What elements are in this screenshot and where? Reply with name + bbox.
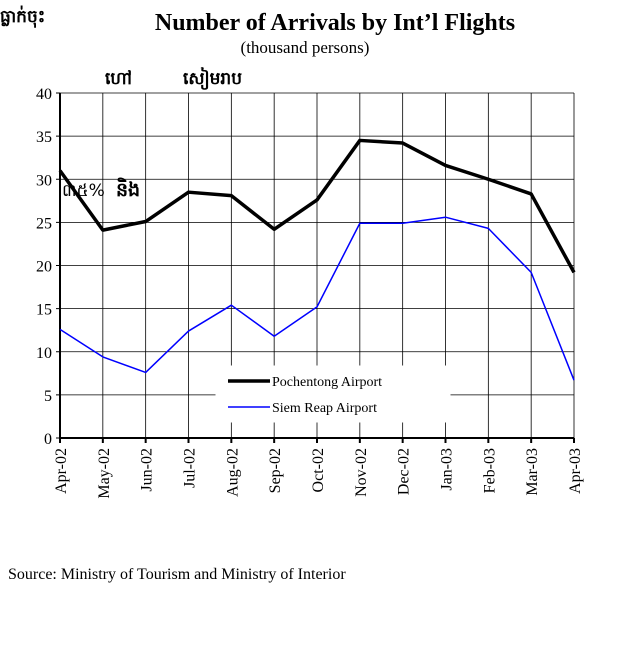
y-tick-label: 40: [36, 86, 52, 103]
series-line: [58, 138, 576, 274]
annotation: សៀមរាប: [183, 67, 242, 90]
legend-label: Pochentong Airport: [272, 375, 382, 390]
annotation: និង: [116, 177, 140, 201]
y-tick-label: 0: [44, 431, 52, 448]
y-tick-label: 5: [44, 388, 52, 405]
x-tick-label: Jul-02: [182, 448, 199, 488]
annotation: ធ្លាក់ចុះ: [0, 5, 45, 28]
source: Source: Ministry of Tourism and Ministry…: [8, 566, 346, 583]
y-tick-label: 10: [36, 345, 52, 362]
x-tick-label: May-02: [96, 448, 113, 499]
legend-label: Siem Reap Airport: [272, 401, 377, 416]
annotation: ហៅ: [105, 69, 132, 89]
y-tick-label: 30: [36, 172, 52, 189]
y-tick-label: 20: [36, 259, 52, 276]
x-tick-label: Jan-03: [439, 448, 456, 491]
series-line: [59, 216, 575, 381]
x-tick-label: Mar-03: [524, 448, 541, 496]
x-tick-label: Apr-02: [53, 448, 70, 494]
y-tick-label: 15: [36, 302, 52, 319]
x-tick-label: Jun-02: [139, 448, 156, 492]
y-tick-label: 25: [36, 215, 52, 232]
x-tick-label: Feb-03: [481, 448, 498, 493]
x-tick-label: Aug-02: [224, 448, 241, 497]
chart-subtitle: (thousand persons): [241, 38, 370, 57]
x-tick-label: Dec-02: [396, 448, 413, 495]
y-tick-label: 35: [36, 129, 52, 146]
x-tick-label: Nov-02: [353, 448, 370, 497]
x-tick-label: Oct-02: [310, 448, 327, 492]
x-tick-label: Sep-02: [267, 448, 284, 493]
chart-title: Number of Arrivals by Int’l Flights: [155, 10, 515, 36]
legend-box: [215, 365, 451, 423]
x-tick-label: Apr-03: [567, 448, 584, 494]
